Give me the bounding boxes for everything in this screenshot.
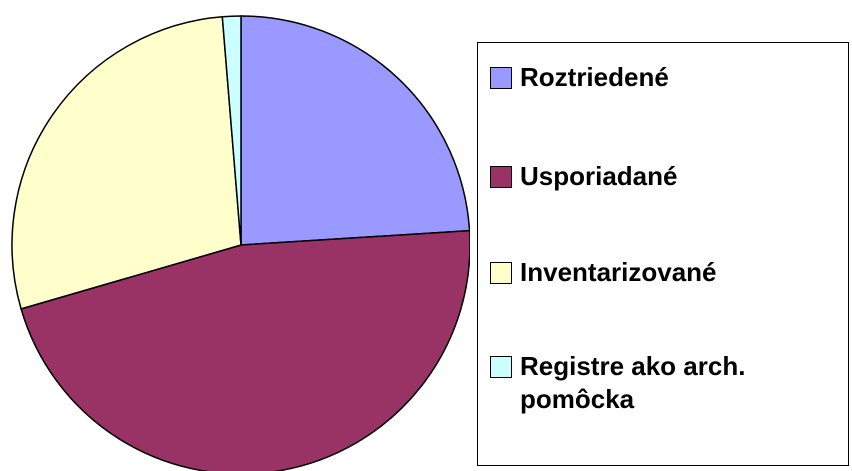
legend-swatch <box>490 166 512 188</box>
legend-swatch <box>490 356 512 378</box>
legend-label: Roztriedené <box>520 62 669 92</box>
pie-slice <box>221 15 242 246</box>
pie-slice <box>240 15 470 246</box>
legend: Roztriedené Usporiadané Inventarizované Reg… <box>477 42 849 466</box>
legend-item: Inventarizované <box>490 256 842 289</box>
legend-item: Roztriedené <box>490 61 842 94</box>
legend-item: Usporiadané <box>490 160 842 193</box>
legend-swatch <box>490 67 512 89</box>
chart <box>11 15 470 471</box>
legend-label: Inventarizované <box>520 257 717 287</box>
pie-slice <box>11 15 242 310</box>
legend-item: Registre ako arch. pomôcka <box>490 350 842 416</box>
legend-label: Registre ako arch. pomôcka <box>520 351 746 414</box>
legend-label: Usporiadané <box>520 161 678 191</box>
legend-swatch <box>490 262 512 284</box>
